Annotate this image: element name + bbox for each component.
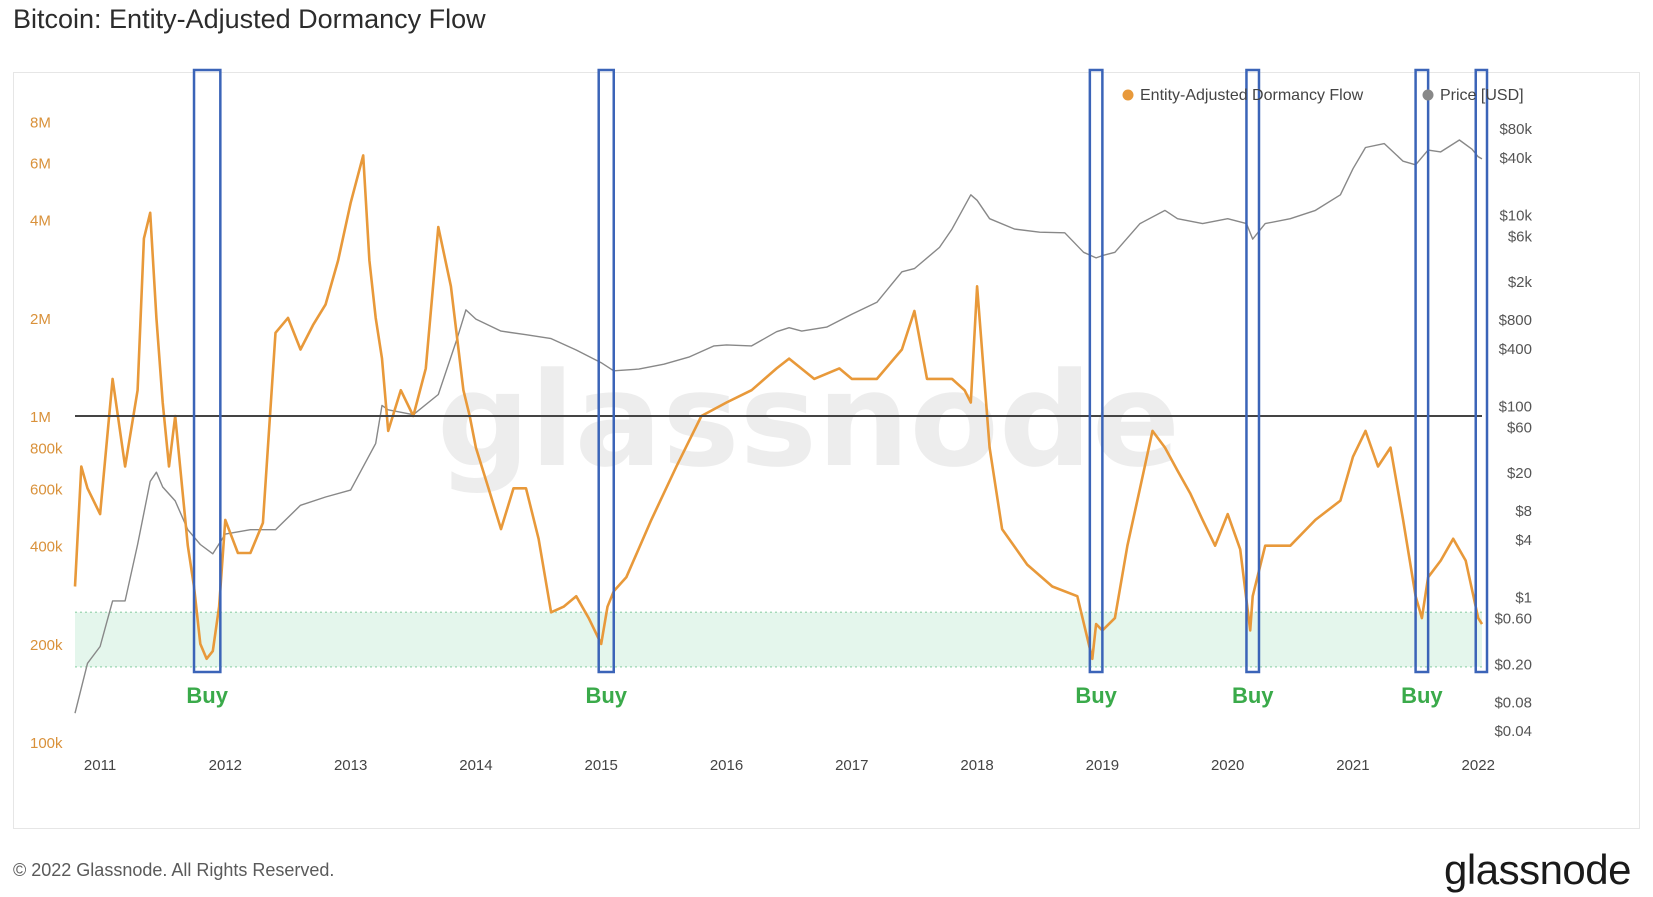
x-tick-label: 2013 <box>334 757 367 774</box>
legend: Entity-Adjusted Dormancy Flow Price [USD… <box>1122 87 1524 104</box>
left-tick-label: 1M <box>30 409 51 426</box>
buy-label: Buy <box>1075 683 1117 708</box>
legend-price-dot <box>1422 89 1434 101</box>
buy-window-box <box>1414 68 1430 674</box>
buy-window-box <box>597 68 615 674</box>
x-tick-label: 2017 <box>835 757 868 774</box>
legend-dormancy-label: Entity-Adjusted Dormancy Flow <box>1140 87 1364 104</box>
buy-zone-band <box>75 612 1482 667</box>
buy-label: Buy <box>1232 683 1274 708</box>
right-tick-label: $80k <box>1499 121 1532 138</box>
right-tick-label: $8 <box>1515 503 1532 520</box>
buy-windows: Buy Buy Buy Buy Buy <box>186 68 1489 708</box>
buy-window-box <box>192 68 222 674</box>
x-tick-label: 2022 <box>1462 757 1495 774</box>
left-tick-label: 2M <box>30 311 51 328</box>
price-series-line <box>74 139 1483 714</box>
page-title: Bitcoin: Entity-Adjusted Dormancy Flow <box>13 4 486 34</box>
x-tick-label: 2016 <box>710 757 743 774</box>
x-tick-label: 2014 <box>459 757 492 774</box>
x-tick-label: 2021 <box>1336 757 1369 774</box>
buy-window-box <box>1088 68 1104 674</box>
right-tick-label: $0.04 <box>1494 723 1532 740</box>
dormancy-series-line <box>73 154 1484 661</box>
left-tick-label: 600k <box>30 481 63 498</box>
left-tick-label: 4M <box>30 213 51 230</box>
right-tick-label: $1 <box>1515 589 1532 606</box>
x-tick-label: 2020 <box>1211 757 1244 774</box>
left-tick-label: 100k <box>30 735 63 752</box>
left-tick-label: 400k <box>30 539 63 556</box>
footer-copyright: © 2022 Glassnode. All Rights Reserved. <box>13 860 335 880</box>
left-axis: 8M 6M 4M 2M 1M 800k 600k 400k 200k 100k <box>30 115 63 752</box>
chart-frame <box>13 72 1640 829</box>
x-tick-label: 2019 <box>1086 757 1119 774</box>
right-tick-label: $20 <box>1507 465 1532 482</box>
right-tick-label: $6k <box>1508 229 1533 246</box>
glassnode-logo: glassnode <box>1444 846 1631 893</box>
buy-window-box <box>1245 68 1261 674</box>
legend-price-label: Price [USD] <box>1440 87 1524 104</box>
left-tick-label: 200k <box>30 637 63 654</box>
buy-label: Buy <box>186 683 228 708</box>
x-tick-label: 2018 <box>960 757 993 774</box>
right-axis: $80k $40k $10k $6k $2k $800 $400 $100 $60 $20 $8 $4… <box>1494 121 1532 740</box>
buy-label: Buy <box>1401 683 1443 708</box>
x-tick-label: 2011 <box>84 757 116 774</box>
right-tick-label: $40k <box>1499 150 1532 167</box>
right-tick-label: $800 <box>1499 312 1532 329</box>
left-tick-label: 8M <box>30 115 51 132</box>
right-tick-label: $4 <box>1515 532 1532 549</box>
right-tick-label: $60 <box>1507 420 1532 437</box>
right-tick-label: $0.08 <box>1494 694 1532 711</box>
right-tick-label: $0.60 <box>1494 611 1532 628</box>
x-tick-label: 2012 <box>209 757 242 774</box>
right-tick-label: $400 <box>1499 341 1532 358</box>
legend-dormancy-dot <box>1122 89 1134 101</box>
buy-window-box <box>1474 68 1489 674</box>
right-tick-label: $2k <box>1508 274 1533 291</box>
right-tick-label: $0.20 <box>1494 656 1532 673</box>
x-tick-label: 2015 <box>585 757 618 774</box>
right-tick-label: $100 <box>1499 398 1532 415</box>
buy-label: Buy <box>585 683 627 708</box>
right-tick-label: $10k <box>1499 207 1532 224</box>
x-axis: 2011 2012 2013 2014 2015 2016 2017 2018 2019 2020… <box>84 757 1495 774</box>
chart-watermark: glassnode <box>437 344 1180 496</box>
left-tick-label: 800k <box>30 441 63 458</box>
left-tick-label: 6M <box>30 155 51 172</box>
